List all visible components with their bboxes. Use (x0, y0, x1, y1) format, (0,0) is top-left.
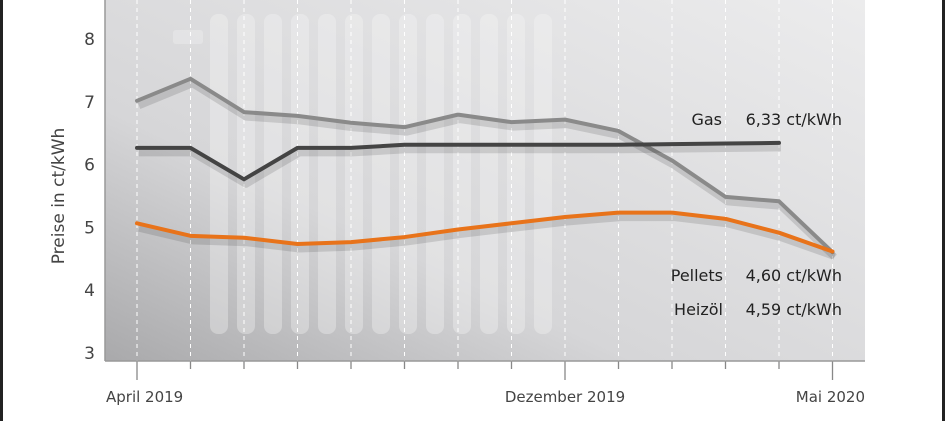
pellets-point (832, 251, 833, 253)
y-tick-label: 7 (84, 93, 95, 113)
gas-point (671, 143, 673, 145)
pellets-value-label: 4,60 ct/kWh (746, 266, 842, 285)
gas-point (297, 147, 298, 149)
y-tick-label: 4 (84, 281, 95, 301)
heizoel-label: Heizöl (674, 300, 723, 319)
gas-value-label: 6,33 ct/kWh (746, 110, 842, 129)
heizöl-point (404, 126, 405, 128)
pellets-point (297, 243, 298, 245)
y-tick-label: 3 (84, 344, 95, 364)
gas-point (564, 144, 566, 146)
radiator-fin (426, 14, 444, 334)
pellets-label: Pellets (671, 266, 723, 285)
gas-point (350, 147, 352, 149)
heizöl-point (243, 111, 245, 113)
radiator-watermark (173, 14, 552, 334)
radiator-fin (534, 14, 552, 334)
heizöl-point (297, 115, 298, 117)
x-tick-label: Mai 2020 (796, 388, 865, 406)
radiator-fin (507, 14, 525, 334)
gas-point (190, 147, 191, 149)
pellets-point (404, 236, 405, 238)
pellets-line-shadow (138, 214, 836, 260)
right-border (942, 0, 945, 421)
radiator-fin (291, 14, 309, 334)
pellets-point (243, 237, 245, 239)
heizöl-point (618, 130, 619, 132)
heizöl-point (671, 159, 673, 161)
pellets-point (725, 218, 726, 220)
heizoel-value-label: 4,59 ct/kWh (746, 300, 842, 319)
gas-point (778, 142, 780, 144)
pellets-point (671, 212, 673, 214)
heizöl-point (564, 119, 566, 121)
radiator-fin (264, 14, 282, 334)
heizöl-point (350, 122, 352, 124)
left-border (0, 0, 3, 421)
gas-line-shadow (139, 144, 782, 188)
pellets-point (618, 212, 619, 214)
heizöl-point (725, 196, 726, 198)
heizöl-line-shadow (137, 80, 837, 260)
plot-background (105, 0, 865, 361)
pellets-point (564, 216, 566, 218)
pellets-point (350, 241, 352, 243)
gas-point (404, 144, 405, 146)
radiator-fin (399, 14, 417, 334)
gas-point (725, 143, 726, 145)
pellets-point (136, 222, 138, 224)
heizöl-point (190, 78, 191, 80)
y-tick-label: 5 (84, 218, 95, 238)
heizöl-point (136, 100, 138, 102)
gas-point (618, 144, 619, 146)
x-tick-label: April 2019 (106, 388, 183, 406)
heizöl-point (511, 121, 512, 123)
gas-point (136, 147, 138, 149)
y-tick-label: 8 (84, 30, 95, 50)
radiator-fin (480, 14, 498, 334)
gas-label: Gas (691, 110, 722, 129)
heizöl-point (778, 200, 780, 202)
gas-point (243, 178, 245, 180)
radiator-fin (318, 14, 336, 334)
gas-point (457, 144, 459, 146)
heizöl-point (457, 114, 459, 116)
gas-point (511, 144, 512, 146)
radiator-valve (173, 30, 203, 44)
x-tick-label: Dezember 2019 (505, 388, 625, 406)
radiator-fin (453, 14, 471, 334)
pellets-point (778, 232, 780, 234)
pellets-point (457, 229, 459, 231)
pellets-point (190, 235, 191, 237)
pellets-line (135, 210, 835, 254)
radiator-fin (345, 14, 363, 334)
pellets-point (511, 222, 512, 224)
y-tick-label: 6 (84, 156, 95, 176)
y-axis-label: Preise in ct/kWh (49, 128, 69, 265)
radiator-fin (372, 14, 390, 334)
radiator-fin (237, 14, 255, 334)
heizöl-line (135, 76, 835, 255)
